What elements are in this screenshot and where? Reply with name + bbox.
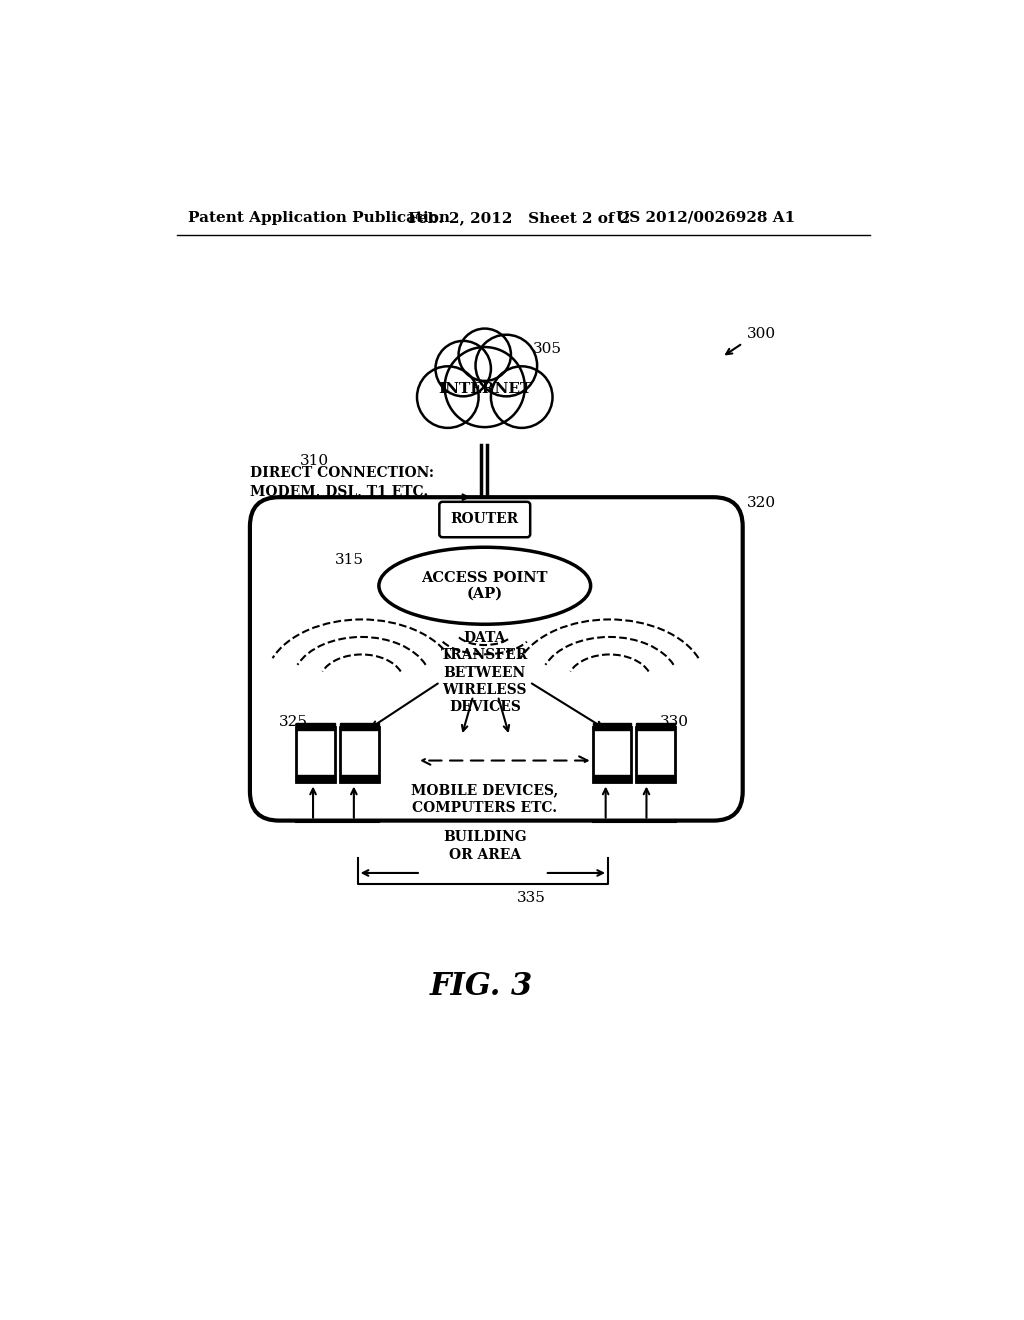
FancyBboxPatch shape	[250, 498, 742, 821]
Text: DATA
TRANSFER
BETWEEN
WIRELESS
DEVICES: DATA TRANSFER BETWEEN WIRELESS DEVICES	[441, 631, 528, 714]
Text: INTERNET: INTERNET	[438, 383, 531, 396]
Ellipse shape	[379, 548, 591, 624]
Circle shape	[475, 335, 538, 396]
Text: 305: 305	[532, 342, 561, 356]
Text: FIG. 3: FIG. 3	[430, 970, 534, 1002]
Bar	[593, 775, 631, 781]
Circle shape	[435, 341, 490, 396]
Bar	[296, 775, 335, 781]
Circle shape	[459, 329, 511, 381]
Circle shape	[444, 347, 524, 428]
Text: 300: 300	[746, 327, 776, 341]
Bar	[296, 723, 335, 730]
Bar	[637, 727, 675, 781]
Bar	[593, 723, 631, 730]
FancyBboxPatch shape	[439, 502, 530, 537]
Text: Feb. 2, 2012   Sheet 2 of 2: Feb. 2, 2012 Sheet 2 of 2	[408, 211, 630, 224]
Bar	[340, 775, 379, 781]
Text: MOBILE DEVICES,
COMPUTERS ETC.: MOBILE DEVICES, COMPUTERS ETC.	[411, 783, 558, 816]
Bar	[637, 775, 675, 781]
Text: BUILDING
OR AREA: BUILDING OR AREA	[443, 830, 526, 862]
Text: 310: 310	[300, 454, 329, 469]
Text: 315: 315	[335, 553, 364, 568]
Circle shape	[417, 367, 478, 428]
Text: US 2012/0026928 A1: US 2012/0026928 A1	[615, 211, 795, 224]
Bar	[593, 727, 631, 781]
Circle shape	[490, 367, 553, 428]
Text: DIRECT CONNECTION:
MODEM, DSL, T1 ETC.: DIRECT CONNECTION: MODEM, DSL, T1 ETC.	[250, 466, 434, 498]
Bar	[340, 723, 379, 730]
Bar	[637, 723, 675, 730]
Text: ROUTER: ROUTER	[451, 512, 519, 525]
Text: Patent Application Publication: Patent Application Publication	[188, 211, 451, 224]
Text: 330: 330	[660, 715, 689, 729]
Bar	[296, 727, 335, 781]
Text: ACCESS POINT
(AP): ACCESS POINT (AP)	[422, 570, 548, 601]
Text: 320: 320	[746, 495, 776, 510]
Text: 325: 325	[279, 715, 307, 729]
Text: 335: 335	[517, 891, 546, 904]
Bar	[340, 727, 379, 781]
